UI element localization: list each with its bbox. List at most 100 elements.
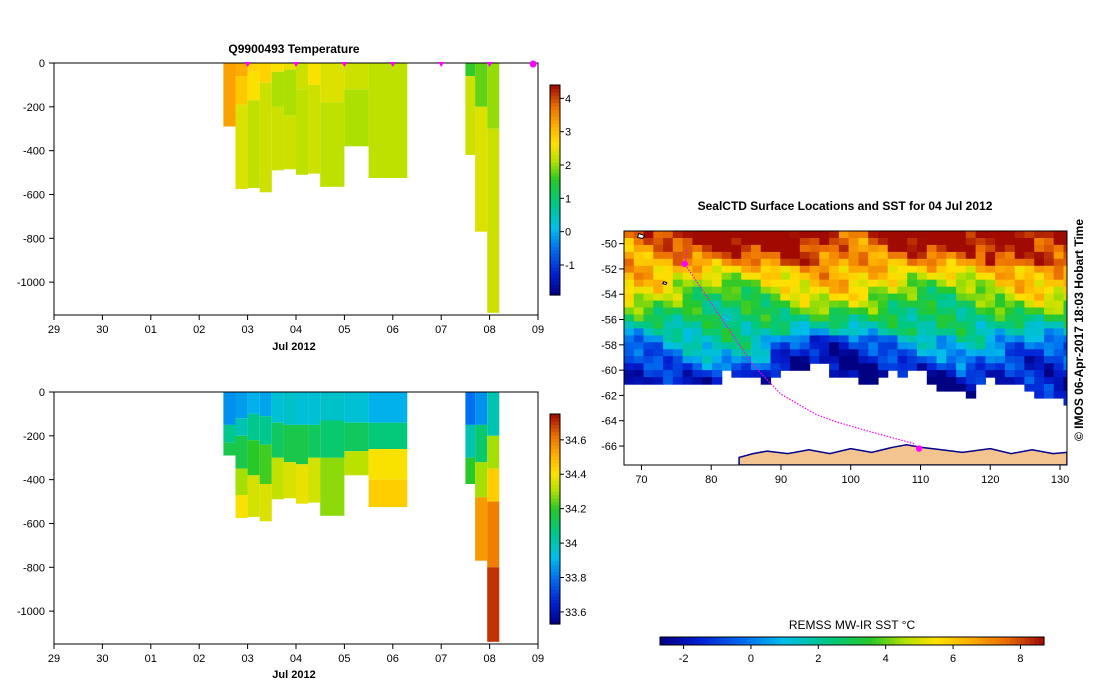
- sst-cell: [819, 286, 830, 295]
- sst-cell: [1053, 293, 1065, 302]
- sst-map-y-tick-label: -54: [601, 289, 617, 301]
- sst-cell: [653, 335, 664, 343]
- sst-cell: [653, 307, 664, 316]
- sst-colorbar-segment: [928, 637, 935, 645]
- sst-cell: [1004, 363, 1016, 371]
- sst-cell: [1014, 307, 1026, 316]
- sst-cell: [1024, 314, 1035, 323]
- sst-colorbar-segment: [991, 637, 997, 645]
- sst-cell: [702, 356, 713, 364]
- sst-cell: [663, 293, 674, 302]
- salinity-colorbar-segment: [550, 568, 560, 573]
- salinity-colorbar-segment: [550, 550, 560, 555]
- sst-cell: [721, 328, 733, 336]
- sst-cell: [643, 349, 654, 357]
- sst-cell: [672, 293, 684, 302]
- sst-cell: [995, 265, 1006, 274]
- sst-cell: [751, 293, 762, 302]
- sst-cell: [995, 349, 1006, 357]
- sst-cell: [897, 231, 908, 239]
- sst-cell: [663, 335, 674, 343]
- sst-cell: [848, 293, 859, 302]
- sst-cell: [1053, 279, 1065, 288]
- sst-cell: [848, 279, 859, 288]
- sst-cell: [663, 251, 674, 260]
- temperature-colorbar-segment: [550, 232, 560, 237]
- sst-cell: [624, 279, 635, 288]
- temperature-colorbar-segment: [550, 109, 560, 114]
- sst-cell: [643, 251, 654, 260]
- sst-cell: [1063, 231, 1067, 239]
- sst-cell: [877, 342, 889, 350]
- sst-cell: [692, 293, 703, 302]
- sst-cell: [829, 231, 840, 239]
- sst-cell: [858, 314, 869, 323]
- sst-cell: [965, 370, 977, 378]
- sst-cell: [838, 265, 850, 274]
- sst-cell: [643, 314, 654, 323]
- sst-cell: [829, 238, 840, 246]
- sst-map-y-tick-label: -52: [601, 264, 617, 276]
- sst-cell: [926, 314, 938, 323]
- sst-cell: [829, 328, 840, 336]
- sst-cell: [995, 363, 1006, 371]
- sst-cell: [936, 279, 947, 288]
- sst-cell: [907, 328, 918, 336]
- sst-cell: [1034, 258, 1045, 267]
- temperature-y-tick-label: -1000: [17, 277, 45, 289]
- sst-cell: [985, 356, 996, 364]
- sst-cell: [877, 251, 889, 260]
- sst-cell: [643, 321, 654, 329]
- sst-cell: [975, 286, 986, 295]
- sst-cell: [760, 300, 772, 309]
- sst-cell: [936, 272, 947, 281]
- salinity-profile-cell: [259, 484, 272, 522]
- sst-cell: [731, 258, 742, 267]
- sst-cell: [809, 286, 820, 295]
- sst-cell: [926, 321, 938, 329]
- sst-cell: [897, 293, 908, 302]
- sst-cell: [848, 244, 859, 253]
- sst-cell: [672, 349, 684, 357]
- sst-cell: [711, 265, 723, 274]
- sst-cell: [819, 342, 830, 350]
- temperature-profile-cell: [223, 63, 236, 127]
- sst-cell: [624, 342, 635, 350]
- sst-cell: [956, 377, 967, 385]
- sst-cell: [653, 286, 664, 295]
- sst-cell: [917, 349, 928, 357]
- salinity-profile-cell: [465, 392, 476, 425]
- sst-cell: [692, 356, 703, 364]
- temperature-profile-cell: [465, 76, 476, 155]
- sst-cell: [809, 272, 820, 281]
- sst-cell: [692, 363, 703, 371]
- sst-cell: [995, 328, 1006, 336]
- sst-cell: [829, 370, 840, 378]
- sst-cell: [956, 293, 967, 302]
- sst-cell: [741, 238, 752, 246]
- salinity-colorbar-segment: [550, 442, 560, 447]
- sst-cell: [907, 300, 918, 309]
- sst-cell: [829, 307, 840, 316]
- temperature-profile-cell: [247, 63, 260, 72]
- sst-cell: [702, 300, 713, 309]
- sst-cell: [692, 342, 703, 350]
- temperature-x-tick-label: 06: [387, 324, 399, 336]
- sst-cell: [829, 335, 840, 343]
- sst-cell: [1044, 370, 1055, 378]
- sst-cell: [653, 300, 664, 309]
- sst-cell: [1034, 335, 1045, 343]
- sst-colorbar-segment: [674, 637, 680, 645]
- temperature-profile-cell: [320, 63, 345, 103]
- sst-map-x-tick-label: 100: [842, 474, 860, 486]
- sst-cell: [917, 314, 928, 323]
- sst-cell: [1034, 321, 1045, 329]
- sst-cell: [829, 356, 840, 364]
- sst-cell: [858, 321, 869, 329]
- salinity-chart: 0 -200 -400 -600 -800 -1000 29 30 01 02 03 04 05 06 07…: [17, 387, 587, 681]
- sst-cell: [809, 238, 820, 246]
- sst-cell: [1063, 370, 1067, 378]
- sst-cell: [809, 356, 820, 364]
- sst-cell: [672, 231, 684, 239]
- temperature-colorbar-segment: [550, 88, 560, 93]
